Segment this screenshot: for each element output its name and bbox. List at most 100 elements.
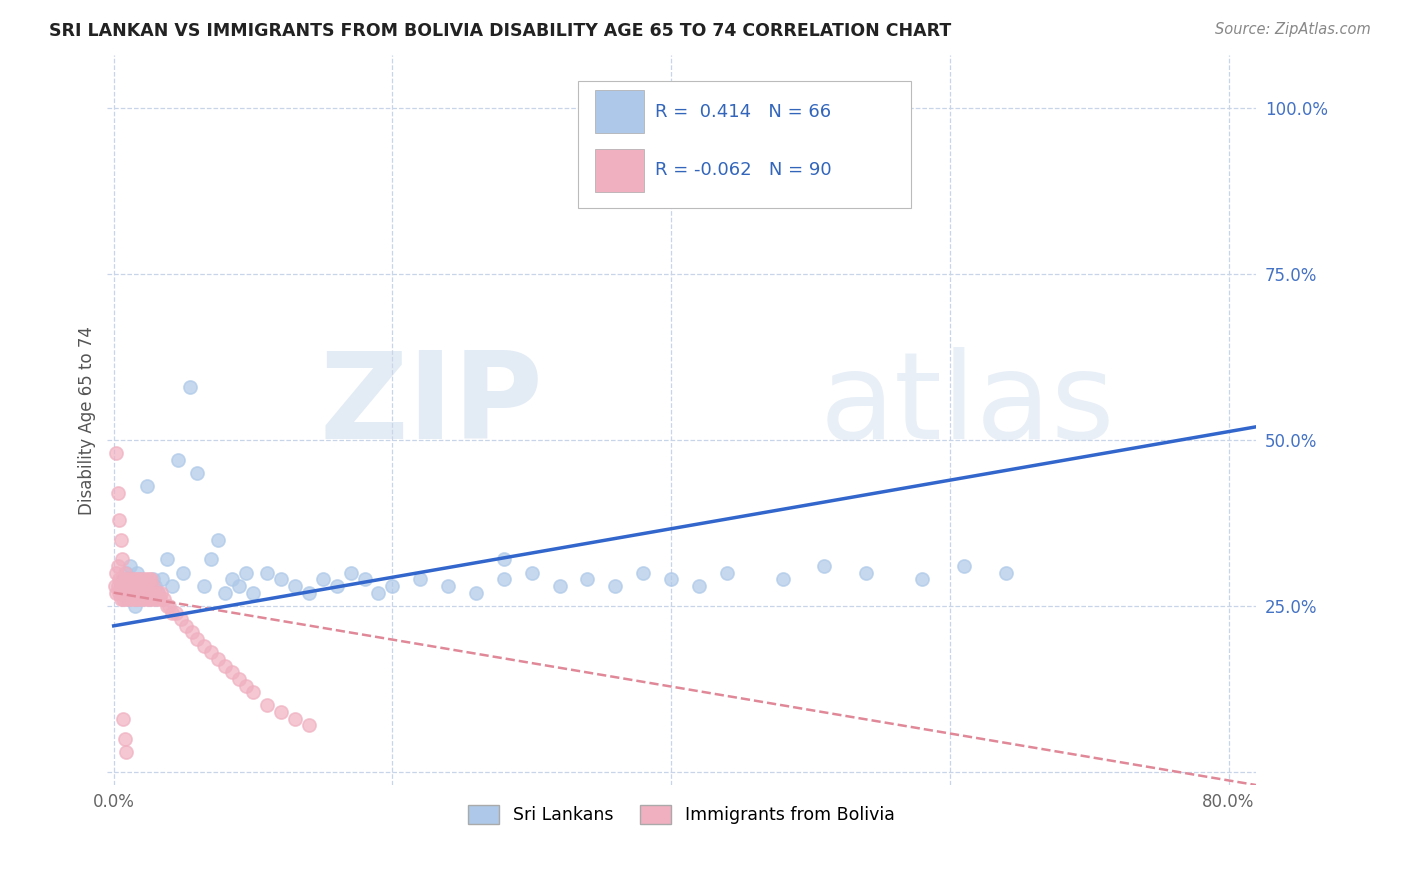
Point [911,573,934,587]
Point [122,579,145,593]
Point [465,585,488,599]
Point [688,579,710,593]
Point [105,585,128,599]
Point [149,592,172,607]
Point [179,380,201,394]
Point [127,566,149,580]
Point [135,573,157,587]
Point [492,573,515,587]
Point [110,579,132,593]
Point [153,592,176,607]
Point [148,585,170,599]
Point [186,467,208,481]
Legend: Sri Lankans, Immigrants from Bolivia: Sri Lankans, Immigrants from Bolivia [461,798,901,831]
Point [221,573,243,587]
Point [716,566,738,580]
Point [135,592,157,607]
Point [120,585,142,599]
Point [156,599,179,613]
Point [146,592,169,607]
Point [105,446,128,460]
Point [111,552,134,566]
Point [1301,101,1323,115]
Point [118,573,141,587]
FancyBboxPatch shape [595,149,644,192]
Point [132,592,155,607]
FancyBboxPatch shape [595,90,644,133]
Point [107,559,129,574]
Point [124,573,146,587]
Point [117,585,139,599]
Point [118,592,141,607]
Point [437,579,460,593]
Point [235,566,257,580]
Point [138,573,160,587]
Point [114,731,136,746]
Point [141,573,163,587]
Point [186,632,208,646]
Point [145,579,167,593]
Point [160,606,183,620]
Point [120,559,142,574]
Point [235,679,257,693]
Point [129,573,152,587]
Point [367,585,389,599]
Point [520,566,543,580]
Point [298,585,321,599]
Point [141,592,163,607]
Point [193,639,215,653]
Point [772,573,794,587]
Point [172,566,194,580]
Point [122,573,145,587]
Point [115,566,138,580]
Point [114,585,136,599]
Point [228,579,250,593]
Point [104,579,127,593]
Point [381,579,404,593]
Point [165,606,187,620]
Point [284,712,307,726]
Point [142,579,165,593]
Point [242,685,264,699]
Point [128,579,150,593]
Point [114,585,136,599]
Text: R =  0.414   N = 66: R = 0.414 N = 66 [655,103,831,121]
Point [131,585,153,599]
Point [193,579,215,593]
Point [855,566,877,580]
Point [180,625,202,640]
Point [112,592,135,607]
Point [127,592,149,607]
Point [325,579,347,593]
Point [124,599,146,613]
Point [108,585,131,599]
Point [139,585,162,599]
Point [221,665,243,680]
Point [114,566,136,580]
Point [214,585,236,599]
Point [339,566,361,580]
Point [136,579,159,593]
Point [298,718,321,732]
Point [117,592,139,607]
Point [111,573,134,587]
Point [105,566,128,580]
Point [134,585,156,599]
Point [159,599,181,613]
Point [994,566,1017,580]
Text: atlas: atlas [820,347,1115,464]
Point [131,579,153,593]
Point [125,579,148,593]
Point [139,585,162,599]
Point [138,592,160,607]
Point [409,573,432,587]
Point [118,579,141,593]
Text: R = -0.062   N = 90: R = -0.062 N = 90 [655,161,832,179]
Point [813,559,835,574]
Point [256,566,278,580]
Point [129,592,152,607]
Point [576,573,599,587]
Point [108,513,131,527]
Point [115,592,138,607]
Point [117,579,139,593]
